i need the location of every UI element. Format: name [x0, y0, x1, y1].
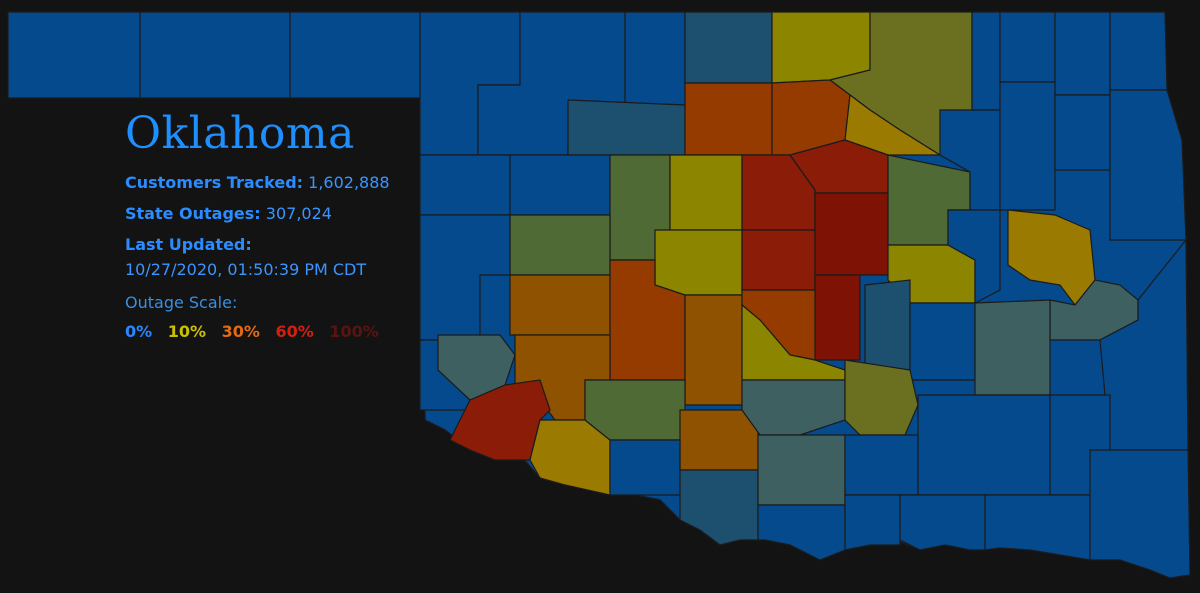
county-mcintosh — [909, 302, 976, 381]
county-e-edge — [1109, 89, 1187, 241]
county-marshall — [757, 504, 846, 561]
scale-step-100: 100% — [329, 322, 379, 341]
county-carter — [679, 469, 759, 546]
county-garfield — [684, 82, 773, 156]
county-w2 — [419, 154, 511, 216]
customers-tracked: Customers Tracked: 1,602,888 — [125, 173, 425, 192]
outage-scale: 0% 10% 30% 60% 100% — [125, 322, 425, 341]
county-ne3 — [1054, 11, 1111, 96]
county-ne4 — [1109, 11, 1168, 91]
county-cotton — [529, 419, 611, 496]
county-mayes — [999, 81, 1056, 211]
customers-tracked-value: 1,602,888 — [308, 173, 390, 192]
county-pontotoc — [844, 434, 919, 496]
county-grant — [684, 11, 773, 84]
county-pittsburg — [917, 394, 1051, 496]
county-panhandle-east — [289, 11, 421, 99]
county-canadian — [654, 229, 743, 296]
county-panhandle-west — [7, 11, 141, 99]
state-outages-value: 307,024 — [265, 204, 332, 223]
county-mccurtain — [1089, 449, 1191, 579]
county-washita — [509, 274, 611, 336]
state-title: Oklahoma — [125, 108, 355, 159]
scale-step-10: 10% — [167, 322, 207, 341]
county-kay — [771, 11, 871, 84]
scale-step-30: 30% — [221, 322, 260, 341]
county-custer — [509, 214, 611, 276]
county-haskell — [974, 299, 1051, 396]
last-updated: Last Updated: — [125, 235, 425, 254]
state-outages: State Outages: 307,024 — [125, 204, 425, 223]
info-panel: Oklahoma Customers Tracked: 1,602,888 St… — [125, 108, 425, 341]
county-choctaw — [899, 494, 986, 551]
outage-scale-title: Outage Scale: — [125, 293, 238, 312]
county-murray — [757, 434, 846, 506]
county-creek — [814, 192, 889, 276]
county-stephens — [679, 409, 759, 471]
county-bryan — [844, 494, 901, 551]
scale-step-0: 0% — [125, 322, 153, 341]
county-oklahoma — [741, 229, 816, 291]
county-grady — [684, 294, 743, 406]
county-muskogee — [864, 279, 911, 371]
county-n3 — [624, 11, 686, 106]
county-comanche — [584, 379, 686, 441]
county-jefferson — [609, 439, 681, 496]
county-ne1 — [971, 11, 1001, 111]
county-w3 — [509, 154, 611, 216]
state-outages-label: State Outages: — [125, 204, 261, 223]
last-updated-value: 10/27/2020, 01:50:39 PM CDT — [125, 260, 367, 279]
county-delaware — [1054, 94, 1111, 171]
county-seminole — [844, 359, 919, 436]
last-updated-row: 10/27/2020, 01:50:39 PM CDT — [125, 260, 425, 279]
county-kingfisher — [669, 154, 743, 231]
county-woods — [567, 99, 686, 156]
customers-tracked-label: Customers Tracked: — [125, 173, 304, 192]
scale-step-60: 60% — [275, 322, 314, 341]
county-ne2 — [999, 11, 1056, 83]
county-okmulgee — [814, 274, 861, 361]
last-updated-label: Last Updated: — [125, 235, 252, 254]
county-pushmataha — [984, 494, 1091, 561]
county-panhandle-mid — [139, 11, 291, 99]
